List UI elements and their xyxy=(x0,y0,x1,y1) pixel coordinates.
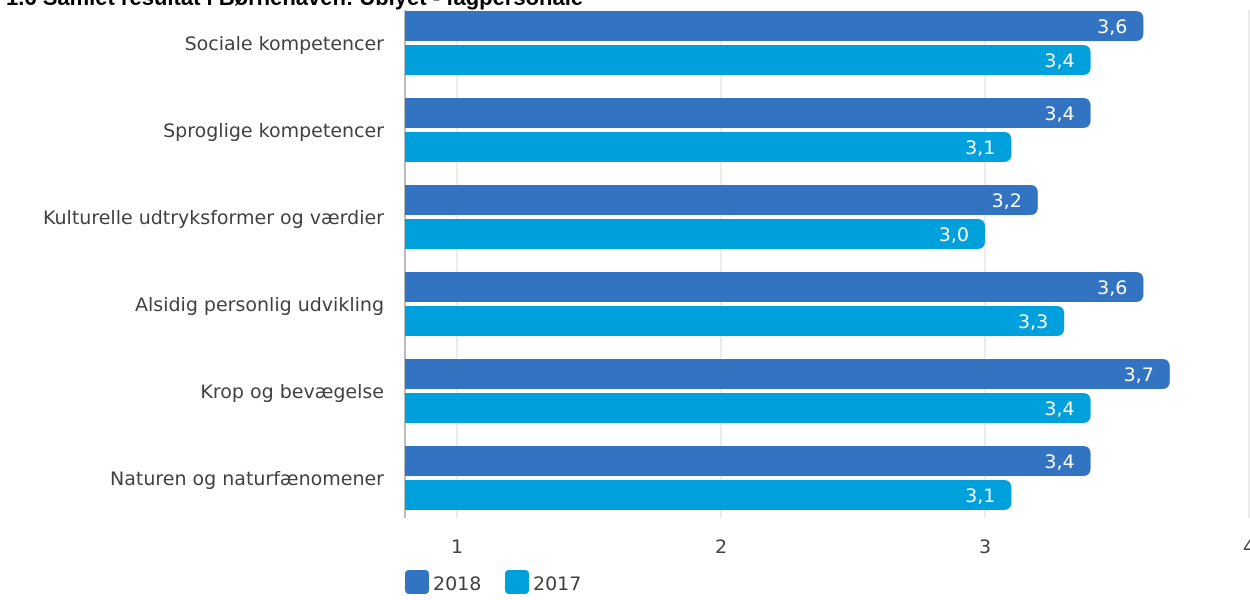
data-label-2018-2: 3,2 xyxy=(992,190,1022,212)
legend-swatch-2017 xyxy=(505,570,529,594)
bar-2017-2 xyxy=(405,219,985,249)
bar-2018-4 xyxy=(405,359,1170,389)
bar-2017-3 xyxy=(405,306,1065,336)
bar-2018-5 xyxy=(405,446,1091,476)
bar-2017-1 xyxy=(405,132,1012,162)
data-label-2017-5: 3,1 xyxy=(965,485,995,507)
x-tick-label: 3 xyxy=(979,536,991,558)
bar-2017-0 xyxy=(405,45,1091,75)
data-label-2018-0: 3,6 xyxy=(1097,16,1127,38)
data-label-2018-5: 3,4 xyxy=(1044,451,1074,473)
bar-2018-1 xyxy=(405,98,1091,128)
category-label-1: Sproglige kompetencer xyxy=(163,120,384,142)
data-label-2017-3: 3,3 xyxy=(1018,311,1048,333)
data-label-2018-4: 3,7 xyxy=(1124,364,1154,386)
data-label-2018-1: 3,4 xyxy=(1044,103,1074,125)
bar-2018-0 xyxy=(405,11,1144,41)
category-label-0: Sociale kompetencer xyxy=(185,33,385,55)
bars-layer: 3,6 3,4 3,4 3,1 3,2 3,0 3,6 3,3 3,7 3,4 3,4 3,1 xyxy=(405,11,1170,510)
grid-layer xyxy=(404,10,1250,518)
data-label-2017-0: 3,4 xyxy=(1044,50,1074,72)
bar-2018-2 xyxy=(405,185,1038,215)
legend-swatch-2018 xyxy=(405,570,429,594)
category-labels: Sociale kompetencer Sproglige kompetencer… xyxy=(43,33,384,490)
category-label-4: Krop og bevægelse xyxy=(200,381,384,403)
category-label-2: Kulturelle udtryksformer og værdier xyxy=(43,207,384,229)
x-axis-ticks: 1 2 3 4 xyxy=(451,536,1250,558)
bar-2018-3 xyxy=(405,272,1144,302)
x-tick-label: 2 xyxy=(715,536,727,558)
data-label-2017-2: 3,0 xyxy=(939,224,969,246)
x-tick-label: 1 xyxy=(451,536,463,558)
legend-label-2017: 2017 xyxy=(533,573,581,595)
data-label-2018-3: 3,6 xyxy=(1097,277,1127,299)
legend: 2018 2017 xyxy=(405,570,581,595)
category-label-5: Naturen og naturfænomener xyxy=(110,468,384,490)
chart-title: 1.6 Samlet resultat i Børnehaven: Ubiyet… xyxy=(6,0,583,10)
data-label-2017-4: 3,4 xyxy=(1044,398,1074,420)
x-tick-label: 4 xyxy=(1243,536,1250,558)
data-label-2017-1: 3,1 xyxy=(965,137,995,159)
bar-2017-5 xyxy=(405,480,1012,510)
legend-label-2018: 2018 xyxy=(433,573,481,595)
category-label-3: Alsidig personlig udvikling xyxy=(135,294,384,316)
bar-2017-4 xyxy=(405,393,1091,423)
